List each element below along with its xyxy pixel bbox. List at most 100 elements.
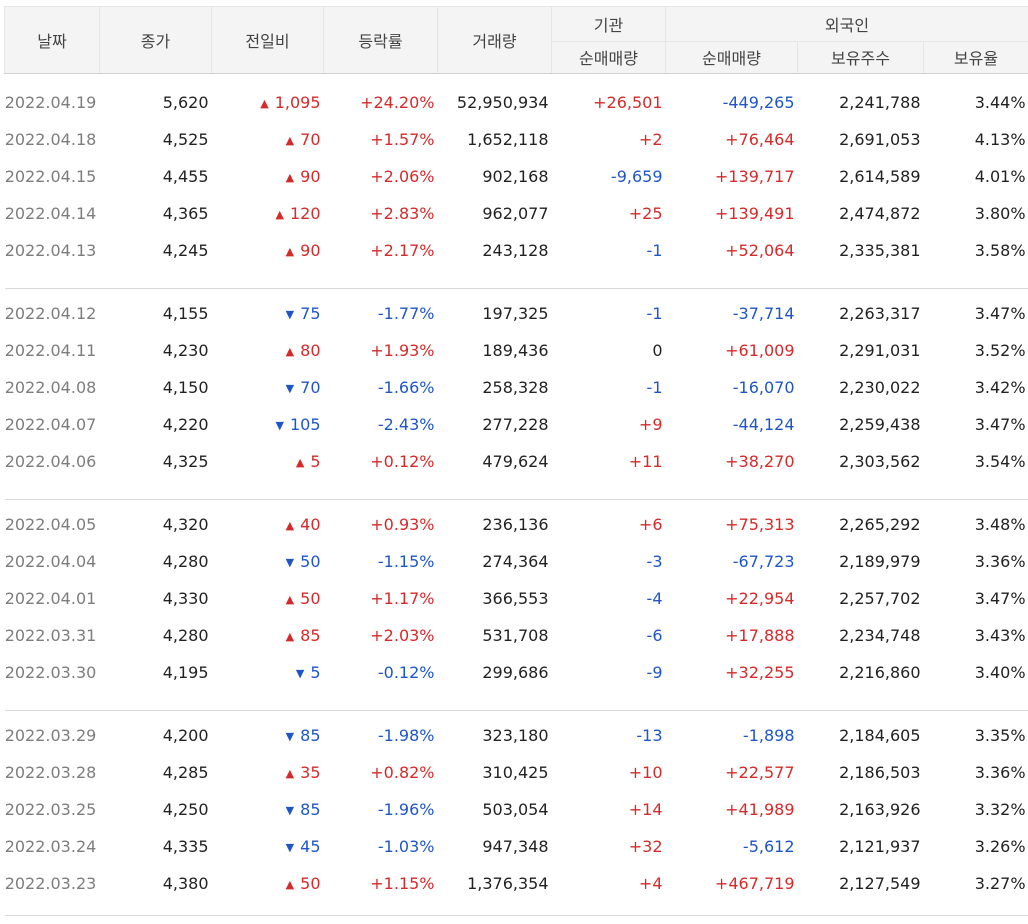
rate-cell: -1.15% — [377, 552, 435, 571]
divider-line — [4, 915, 1028, 916]
change-cell: ▲ 80 — [212, 332, 324, 369]
institution-net-cell: +6 — [638, 515, 663, 534]
date-cell: 2022.04.12 — [4, 304, 97, 323]
institution-net-cell: -6 — [646, 626, 663, 645]
change-value: 5 — [310, 663, 321, 682]
divider-line — [4, 498, 1028, 500]
table-body: 2022.04.19 5,620 ▲ 1,095 +24.20% 52,950,934 +2… — [4, 74, 1028, 916]
date-cell: 2022.04.01 — [4, 589, 97, 608]
volume-cell: 197,325 — [482, 304, 549, 323]
rate-cell: +2.83% — [370, 204, 435, 223]
institution-net-cell: +10 — [628, 763, 663, 782]
table-header: 날짜 종가 전일비 등락률 거래량 기관 외국인 순매매량 순매매량 보유주수 … — [4, 6, 1028, 74]
change-cell: ▲ 120 — [212, 195, 324, 232]
date-cell: 2022.03.28 — [4, 763, 97, 782]
header-foreign: 외국인 — [664, 6, 1028, 42]
institution-net-cell: -9,659 — [610, 167, 663, 186]
volume-cell: 258,328 — [482, 378, 549, 397]
foreign-ratio-cell: 3.44% — [974, 93, 1026, 112]
change-cell: ▲ 50 — [212, 580, 324, 617]
volume-cell: 479,624 — [482, 452, 549, 471]
up-triangle-icon: ▲ — [275, 208, 284, 221]
foreign-holdings-cell: 2,257,702 — [839, 589, 921, 608]
date-cell: 2022.04.11 — [4, 341, 97, 360]
group-divider — [4, 480, 1028, 506]
foreign-holdings-cell: 2,234,748 — [839, 626, 921, 645]
date-cell: 2022.04.07 — [4, 415, 97, 434]
rate-cell: +1.57% — [370, 130, 435, 149]
down-triangle-icon: ▼ — [285, 841, 295, 854]
foreign-net-cell: +76,464 — [725, 130, 795, 149]
divider-cell — [4, 691, 1028, 717]
foreign-ratio-cell: 3.43% — [974, 626, 1026, 645]
change-value: 75 — [300, 304, 321, 323]
header-institution: 기관 — [551, 6, 666, 42]
change-cell: ▲ 90 — [212, 232, 324, 269]
volume-cell: 310,425 — [482, 763, 549, 782]
close-cell: 4,220 — [162, 415, 209, 434]
foreign-ratio-cell: 3.32% — [974, 800, 1026, 819]
up-triangle-icon: ▲ — [285, 878, 295, 891]
close-cell: 4,320 — [162, 515, 209, 534]
table-row: 2022.03.30 4,195 ▼ 5 -0.12% 299,686 -9 +32,255 2… — [5, 654, 1028, 691]
table-row: 2022.04.12 4,155 ▼ 75 -1.77% 197,325 -1 -37,714… — [5, 295, 1028, 332]
institution-net-cell: +9 — [638, 415, 663, 434]
up-triangle-icon: ▲ — [285, 767, 295, 780]
volume-cell: 366,553 — [482, 589, 549, 608]
change-value: 120 — [289, 204, 321, 223]
date-cell: 2022.04.14 — [4, 204, 97, 223]
foreign-ratio-cell: 3.54% — [974, 452, 1026, 471]
table-row: 2022.03.31 4,280 ▲ 85 +2.03% 531,708 -6 +17,888… — [5, 617, 1028, 654]
table-row: 2022.03.23 4,380 ▲ 50 +1.15% 1,376,354 +4 +467,… — [5, 865, 1028, 902]
change-value: 105 — [289, 415, 321, 434]
change-cell: ▼ 45 — [212, 828, 324, 865]
date-cell: 2022.04.08 — [4, 378, 97, 397]
rate-cell: +2.06% — [370, 167, 435, 186]
date-cell: 2022.04.15 — [4, 167, 97, 186]
foreign-net-cell: +38,270 — [725, 452, 795, 471]
foreign-net-cell: +32,255 — [725, 663, 795, 682]
header-rate: 등락률 — [323, 6, 438, 74]
institution-net-cell: -4 — [646, 589, 663, 608]
foreign-holdings-cell: 2,691,053 — [839, 130, 921, 149]
down-triangle-icon: ▼ — [285, 804, 295, 817]
up-triangle-icon: ▲ — [260, 97, 269, 110]
foreign-holdings-cell: 2,127,549 — [839, 874, 921, 893]
foreign-holdings-cell: 2,230,022 — [839, 378, 921, 397]
change-value: 35 — [300, 763, 321, 782]
date-cell: 2022.03.30 — [4, 663, 97, 682]
date-cell: 2022.04.04 — [4, 552, 97, 571]
close-cell: 4,335 — [162, 837, 209, 856]
rate-cell: -1.96% — [377, 800, 435, 819]
rate-cell: +0.12% — [370, 452, 435, 471]
institution-net-cell: +26,501 — [593, 93, 663, 112]
foreign-ratio-cell: 3.47% — [974, 415, 1026, 434]
foreign-net-cell: +61,009 — [725, 341, 795, 360]
date-cell: 2022.04.13 — [4, 241, 97, 260]
change-value: 85 — [300, 726, 321, 745]
foreign-ratio-cell: 3.42% — [974, 378, 1026, 397]
change-value: 40 — [300, 515, 321, 534]
divider-line — [4, 287, 1028, 289]
up-triangle-icon: ▲ — [295, 456, 305, 469]
foreign-net-cell: -44,124 — [732, 415, 795, 434]
change-cell: ▲ 5 — [212, 443, 324, 480]
close-cell: 4,280 — [162, 626, 209, 645]
close-cell: 4,200 — [162, 726, 209, 745]
foreign-holdings-cell: 2,259,438 — [839, 415, 921, 434]
foreign-net-cell: +467,719 — [714, 874, 795, 893]
foreign-net-cell: +52,064 — [725, 241, 795, 260]
change-cell: ▲ 40 — [212, 506, 324, 543]
close-cell: 4,525 — [162, 130, 209, 149]
table-row: 2022.03.28 4,285 ▲ 35 +0.82% 310,425 +10 +22,57… — [5, 754, 1028, 791]
rate-cell: +1.17% — [370, 589, 435, 608]
date-cell: 2022.04.06 — [4, 452, 97, 471]
rate-cell: +2.03% — [370, 626, 435, 645]
close-cell: 4,365 — [162, 204, 209, 223]
volume-cell: 236,136 — [482, 515, 549, 534]
change-value: 85 — [300, 626, 321, 645]
volume-cell: 503,054 — [482, 800, 549, 819]
date-cell: 2022.03.25 — [4, 800, 97, 819]
date-cell: 2022.03.29 — [4, 726, 97, 745]
institution-net-cell: -1 — [646, 241, 663, 260]
